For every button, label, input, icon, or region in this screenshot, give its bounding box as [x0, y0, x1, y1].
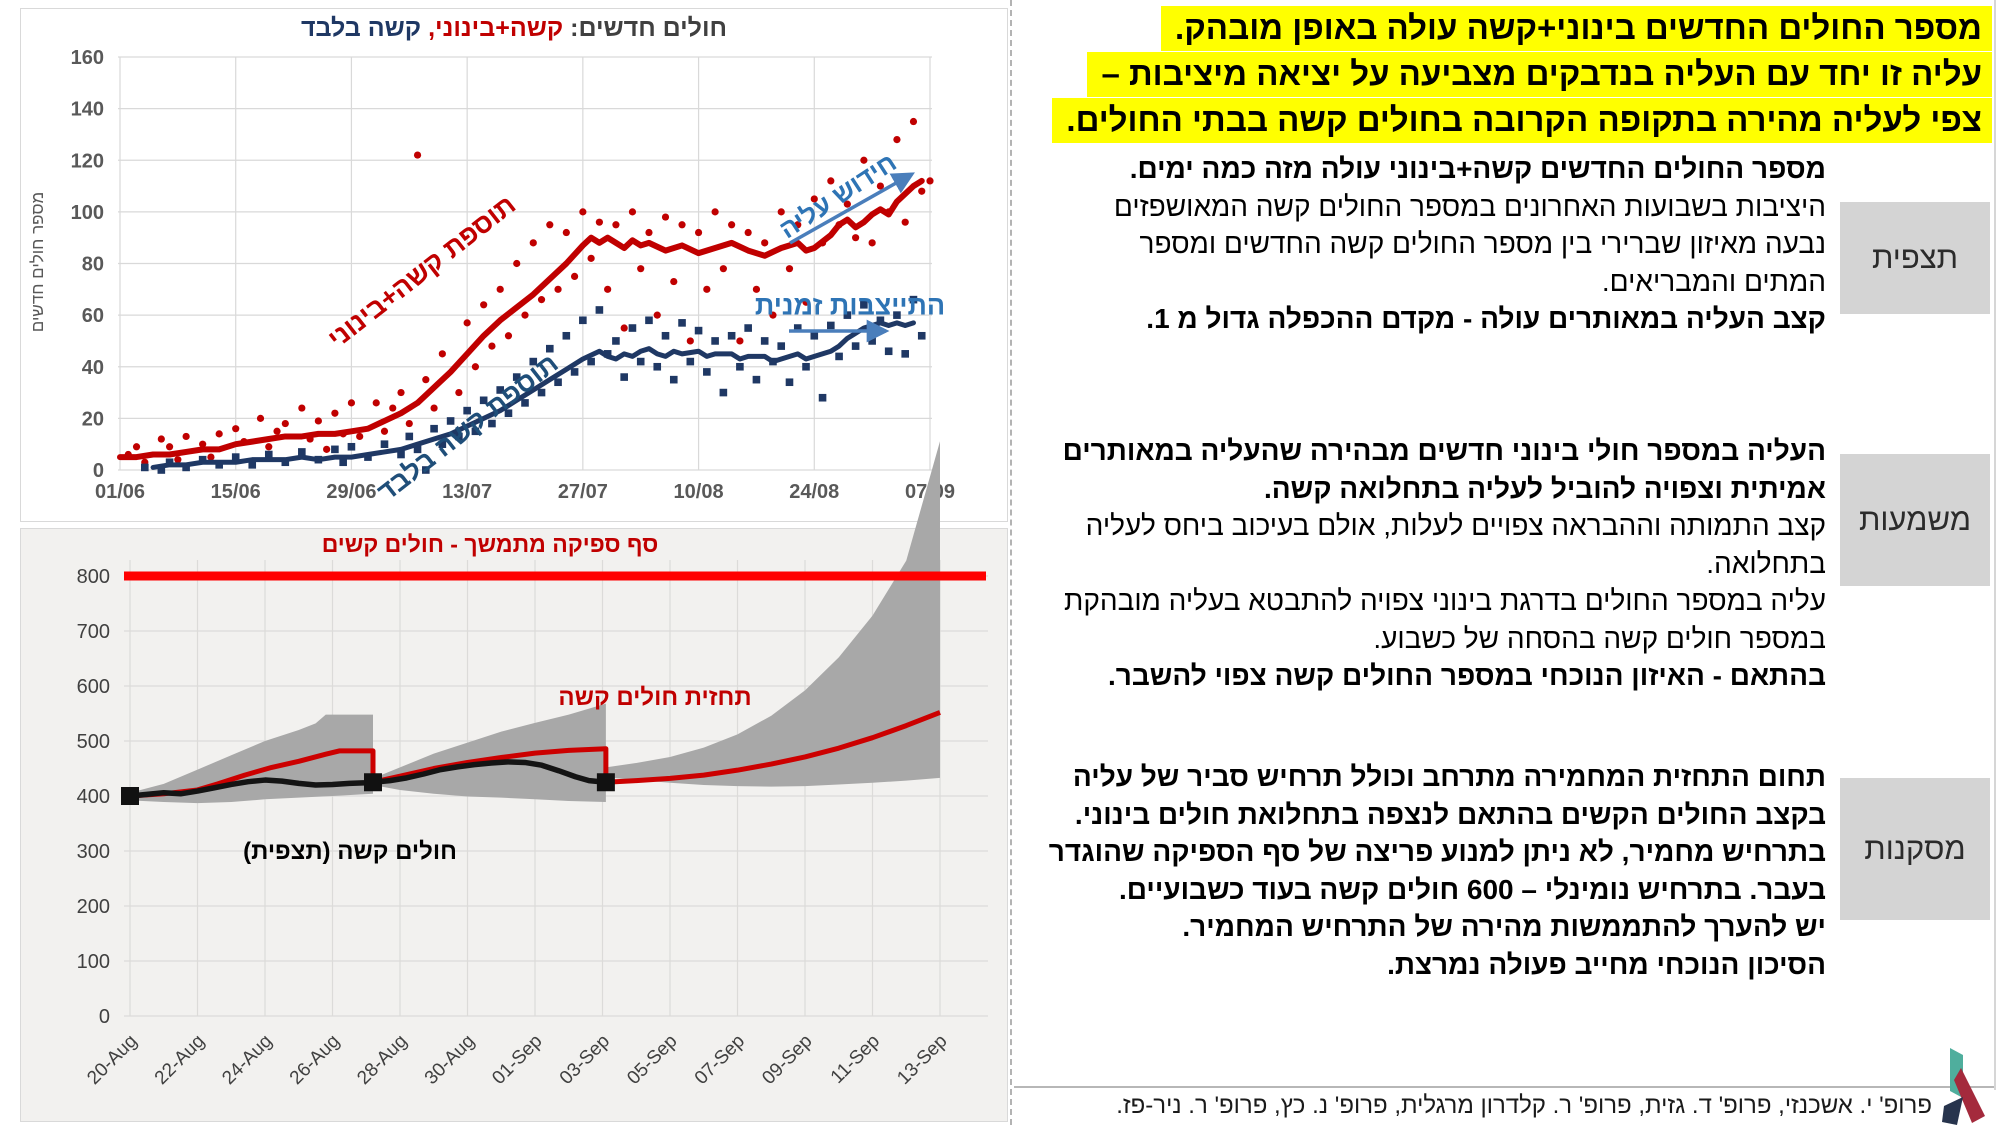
title-part-severe-only: קשה בלבד [300, 14, 429, 42]
section-text: תחום התחזית המחמירה מתרחב וכולל תרחיש סב… [1020, 758, 1826, 983]
section-text-line: היציבות בשבועות האחרונים במספר החולים קש… [1113, 190, 1826, 222]
section-text-line: המתים והמבריאים. [1601, 265, 1826, 297]
headline-line: עליה זו יחד עם העליה בנדבקים מצביעה על י… [1020, 52, 1992, 97]
title-part-new-patients: חולים חדשים: [563, 14, 728, 42]
section-text: העליה במספר חולי בינוני חדשים מבהירה שהע… [1020, 432, 1826, 695]
new-cases-y-axis-label: מספר חולים חדשים [28, 191, 47, 333]
section-text-line: הסיכון הנוכחי מחייב פעולה נמרצת. [1387, 948, 1826, 980]
section-3: מסקנות תחום התחזית המחמירה מתרחב וכולל תר… [1020, 758, 1990, 983]
footer-divider [1014, 1086, 1994, 1088]
right-edge-line [1994, 0, 1996, 1090]
section-text-line: תחום התחזית המחמירה מתרחב וכולל תרחיש סב… [1072, 761, 1826, 792]
annotation-temporary-stabilization: התייצבות זמנית [754, 290, 946, 321]
new-cases-chart-title: חולים חדשים: קשה+בינוני, קשה בלבד [20, 14, 1008, 43]
section-2: משמעות העליה במספר חולי בינוני חדשים מבהי… [1020, 432, 1990, 695]
headline-block: מספר החולים החדשים בינוני+קשה עולה באופן… [1020, 6, 1992, 144]
section-text-line: אמיתית וצפויה להוביל לעליה בתחלואה קשה. [1263, 472, 1826, 504]
authors-footer: פרופ' י. אשכנזי, פרופ' ד. גזית, פרופ' ר.… [1116, 1092, 1932, 1119]
headline-line: מספר החולים החדשים בינוני+קשה עולה באופן… [1020, 6, 1992, 51]
org-logo [1942, 1048, 1985, 1125]
section-text: מספר החולים החדשים קשה+בינוני עולה מזה כ… [1020, 150, 1826, 338]
panel-divider [1010, 0, 1012, 1125]
section-text-line: בתחלואה. [1706, 547, 1826, 579]
section-label-box: תצפית [1840, 202, 1990, 314]
section-label-box: מסקנות [1840, 778, 1990, 920]
section-text-line: עליה במספר החולים בדרגת בינוני צפויה להת… [1064, 585, 1826, 616]
section-label-box: משמעות [1840, 454, 1990, 586]
section-text-line: בתרחיש מחמיר, לא ניתן למנוע פריצה של סף … [1048, 836, 1826, 867]
section-1: תצפית מספר החולים החדשים קשה+בינוני עולה … [1020, 150, 1990, 338]
observed-label: חולים קשה (תצפית) [243, 838, 457, 865]
section-text-line: במספר חולים קשה בהסחה של כשבוע. [1373, 622, 1826, 654]
section-text-line: בקצב החולים הקשים בהתאם לנצפה בתחלואת חו… [1074, 798, 1826, 830]
section-text-line: יש להערך להתממשות מהירה של התרחיש המחמיר… [1182, 911, 1826, 942]
section-text-line: מספר החולים החדשים קשה+בינוני עולה מזה כ… [1129, 153, 1826, 184]
severe-forecast-chart-panel [20, 528, 1008, 1122]
section-text-line: קצב העליה במאותרים עולה - מקדם ההכפלה גד… [1146, 303, 1826, 334]
headline-text: עליה זו יחד עם העליה בנדבקים מצביעה על י… [1087, 52, 1992, 97]
new-cases-chart-panel [20, 8, 1008, 522]
headline-line: צפי לעליה מהירה בתקופה הקרובה בחולים קשה… [1020, 98, 1992, 143]
headline-text: צפי לעליה מהירה בתקופה הקרובה בחולים קשה… [1052, 98, 1992, 143]
section-text-line: בעבר. בתרחיש נומינלי – 600 חולים קשה בעו… [1119, 873, 1826, 905]
capacity-threshold-title: סף ספיקה מתמשך - חולים קשים [321, 531, 659, 557]
section-text-line: בהתאם - האיזון הנוכחי במספר החולים קשה צ… [1107, 660, 1826, 691]
section-text-line: נבעה מאיזון שברירי בין מספר החולים קשה ה… [1139, 228, 1826, 259]
section-text-line: העליה במספר חולי בינוני חדשים מבהירה שהע… [1062, 435, 1826, 466]
title-part-severe-moderate: קשה+בינוני, [428, 14, 564, 42]
forecast-label: תחזית חולים קשה [558, 684, 752, 711]
headline-text: מספר החולים החדשים בינוני+קשה עולה באופן… [1161, 6, 1992, 51]
section-text-line: קצב התמותה וההבראה צפויים לעלות, אולם בע… [1085, 510, 1826, 541]
